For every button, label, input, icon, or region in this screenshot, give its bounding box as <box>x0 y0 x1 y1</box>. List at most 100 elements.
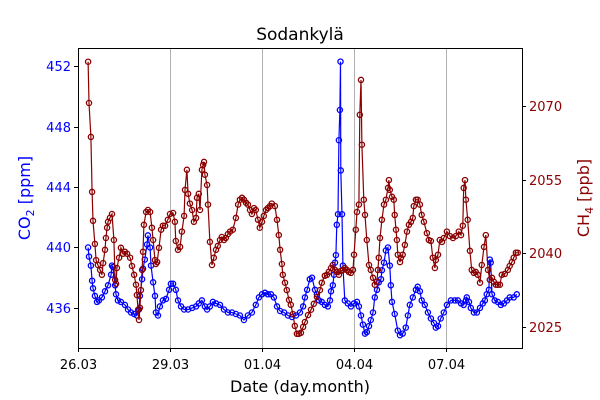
data-point-co2 <box>337 167 345 174</box>
left-axis-label-units: [ppm] <box>15 156 34 209</box>
data-point-ch4 <box>443 228 451 235</box>
data-point-ch4 <box>459 222 467 229</box>
data-point-ch4 <box>112 280 120 287</box>
data-point-ch4 <box>318 279 326 286</box>
data-point-co2 <box>369 309 377 316</box>
data-point-ch4 <box>313 293 321 301</box>
data-point-co2 <box>174 297 182 304</box>
data-point-co2 <box>149 279 157 286</box>
data-point-co2 <box>337 58 344 65</box>
data-point-co2 <box>169 280 177 288</box>
data-point-ch4 <box>392 226 400 233</box>
x-tick-label: 26.03 <box>60 358 97 373</box>
data-point-co2 <box>440 309 448 316</box>
right-axis-label-units: [ppb] <box>574 159 593 207</box>
data-point-co2 <box>301 294 309 301</box>
data-point-ch4 <box>396 258 404 266</box>
data-point-ch4 <box>88 188 96 196</box>
left-tick-label: 452 <box>46 60 71 75</box>
chart-title: Sodankylä <box>256 25 344 45</box>
data-point-ch4 <box>297 329 305 337</box>
data-point-co2 <box>380 259 388 266</box>
data-point-co2 <box>117 298 125 306</box>
data-point-ch4 <box>496 281 504 288</box>
data-point-co2 <box>434 322 442 330</box>
data-point-ch4 <box>352 226 360 233</box>
data-point-ch4 <box>200 158 208 166</box>
data-point-ch4 <box>244 201 252 208</box>
data-point-ch4 <box>510 254 517 261</box>
axes-frame <box>78 48 523 349</box>
data-point-ch4 <box>153 258 161 266</box>
data-point-ch4 <box>378 216 386 224</box>
data-point-ch4 <box>123 250 131 257</box>
data-point-co2 <box>329 282 337 289</box>
data-point-co2 <box>107 271 115 278</box>
data-point-co2 <box>252 301 260 309</box>
data-point-co2 <box>384 244 392 251</box>
data-point-co2 <box>308 274 316 281</box>
data-point-co2 <box>465 298 473 306</box>
data-point-co2 <box>336 106 344 114</box>
data-point-co2 <box>443 301 451 309</box>
series-line-ch4 <box>87 61 518 335</box>
data-point-co2 <box>357 312 365 319</box>
data-point-ch4 <box>252 206 260 214</box>
data-point-co2 <box>324 303 332 310</box>
data-point-co2 <box>386 262 394 269</box>
data-point-ch4 <box>210 254 218 261</box>
data-point-ch4 <box>181 186 189 194</box>
data-point-ch4 <box>108 210 116 218</box>
data-point-ch4 <box>474 271 482 279</box>
data-point-ch4 <box>195 190 203 198</box>
data-point-ch4 <box>484 266 492 274</box>
data-point-co2 <box>371 294 379 301</box>
data-point-ch4 <box>501 270 509 278</box>
data-point-ch4 <box>140 221 148 229</box>
data-point-co2 <box>421 301 429 309</box>
data-point-co2 <box>220 306 228 313</box>
data-point-co2 <box>378 266 386 274</box>
data-point-ch4 <box>98 271 106 279</box>
data-point-co2 <box>473 309 481 316</box>
data-point-co2 <box>497 301 505 309</box>
data-point-co2 <box>232 310 240 318</box>
data-point-co2 <box>467 304 475 312</box>
data-point-ch4 <box>178 228 186 235</box>
data-point-ch4 <box>498 271 506 279</box>
left-tick-label: 440 <box>46 241 71 256</box>
data-point-co2 <box>327 288 335 295</box>
data-point-ch4 <box>137 286 145 294</box>
data-point-ch4 <box>418 211 425 219</box>
series-co2 <box>84 58 521 339</box>
left-axis-ticks: 436 440 444 448 452 <box>46 60 78 317</box>
data-point-co2 <box>303 286 311 294</box>
data-point-ch4 <box>87 133 95 141</box>
data-point-co2 <box>399 330 406 337</box>
data-point-ch4 <box>356 111 364 119</box>
data-point-ch4 <box>432 256 440 264</box>
data-point-ch4 <box>201 171 209 178</box>
data-point-co2 <box>416 288 424 295</box>
data-point-ch4 <box>466 247 474 255</box>
data-point-co2 <box>513 291 521 298</box>
data-point-ch4 <box>361 211 369 219</box>
data-point-ch4 <box>416 201 424 208</box>
data-point-ch4 <box>111 276 119 284</box>
data-point-ch4 <box>232 214 240 222</box>
data-point-ch4 <box>192 214 200 222</box>
data-point-ch4 <box>176 243 184 251</box>
data-point-ch4 <box>214 242 222 250</box>
data-point-ch4 <box>126 254 134 261</box>
data-point-co2 <box>462 297 470 304</box>
data-point-ch4 <box>110 236 118 244</box>
data-point-ch4 <box>149 236 157 244</box>
data-point-co2 <box>359 321 367 328</box>
data-point-ch4 <box>166 210 174 218</box>
x-tick-label: 04.04 <box>336 358 373 373</box>
left-tick-label: 448 <box>46 121 71 136</box>
data-point-ch4 <box>307 306 315 313</box>
data-point-co2 <box>406 301 414 309</box>
data-point-co2 <box>488 291 496 298</box>
data-point-ch4 <box>482 231 490 239</box>
